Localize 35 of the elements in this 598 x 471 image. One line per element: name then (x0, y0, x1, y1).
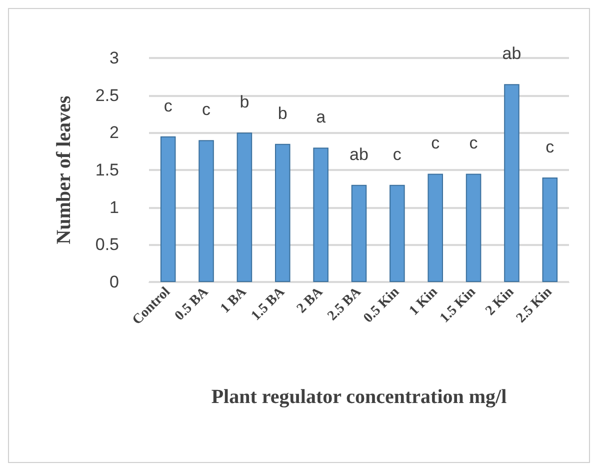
x-tick-label: 2 BA (294, 284, 326, 316)
annotation: c (469, 134, 478, 153)
bar (466, 174, 482, 282)
bar (160, 136, 176, 282)
annotation: c (164, 96, 173, 116)
y-tick-label: 1 (110, 198, 119, 217)
y-tick-label: 0 (110, 272, 119, 292)
annotation: c (546, 137, 555, 156)
x-tick-label: 1 BA (218, 284, 250, 316)
annotation: b (240, 92, 250, 112)
bar (198, 140, 214, 282)
y-tick-label: 2 (110, 123, 119, 142)
bar (351, 184, 367, 282)
annotation: c (392, 144, 402, 164)
annotation: b (278, 104, 288, 123)
bar (275, 144, 290, 282)
x-tick-label: 1.5 BA (248, 284, 288, 324)
annotation: c (202, 100, 212, 120)
y-tick-label: 1.5 (95, 160, 119, 180)
annotation: a (316, 108, 326, 127)
bar (542, 177, 558, 282)
annotation: c (431, 134, 440, 153)
y-axis-title: Number of leaves (53, 96, 75, 244)
bar (236, 132, 252, 282)
bar (504, 84, 520, 282)
y-tick-label: 2.5 (95, 86, 119, 105)
x-axis-title: Plant regulator concentration mg/l (211, 386, 508, 408)
annotation: ab (350, 144, 368, 164)
bar (313, 148, 328, 282)
y-tick-label: 3 (110, 48, 119, 68)
bar (428, 174, 443, 282)
y-tick-label: 0.5 (95, 235, 119, 254)
x-tick-label: 0.5 BA (172, 284, 212, 324)
bar (390, 184, 405, 282)
annotation: ab (502, 44, 522, 64)
